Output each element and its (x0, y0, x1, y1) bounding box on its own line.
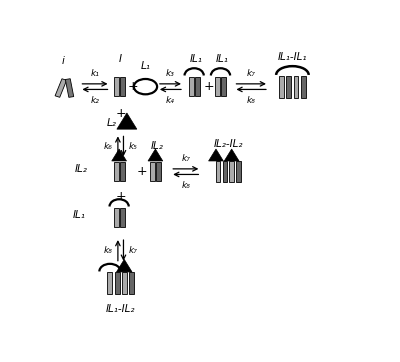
Text: IL₁: IL₁ (216, 54, 228, 64)
Text: IL₁-IL₂: IL₁-IL₂ (106, 304, 136, 314)
Text: k₁: k₁ (90, 69, 99, 78)
Text: i: i (62, 56, 64, 66)
Text: +: + (115, 107, 126, 119)
Polygon shape (221, 77, 226, 96)
Text: IL₁: IL₁ (73, 210, 86, 220)
Polygon shape (120, 77, 125, 96)
Text: +: + (128, 80, 138, 93)
Polygon shape (114, 208, 119, 227)
Text: k₇: k₇ (247, 69, 256, 78)
Polygon shape (236, 161, 241, 182)
Polygon shape (115, 272, 120, 294)
Text: L₁: L₁ (140, 61, 150, 71)
Text: +: + (204, 80, 215, 93)
Polygon shape (301, 76, 306, 98)
Polygon shape (148, 149, 163, 161)
Polygon shape (279, 76, 284, 98)
Text: k₇: k₇ (129, 246, 138, 255)
Text: k₈: k₈ (181, 181, 190, 190)
Text: IL₂: IL₂ (150, 141, 163, 151)
Polygon shape (216, 161, 220, 182)
Polygon shape (117, 113, 137, 129)
Polygon shape (55, 79, 67, 97)
Text: k₈: k₈ (104, 246, 112, 255)
Text: k₄: k₄ (166, 96, 175, 105)
Text: I: I (119, 54, 122, 64)
Text: k₇: k₇ (181, 154, 190, 163)
Text: IL₂: IL₂ (74, 164, 88, 174)
Polygon shape (208, 149, 223, 161)
Polygon shape (116, 260, 132, 272)
Polygon shape (286, 76, 291, 98)
Text: IL₁-IL₁: IL₁-IL₁ (278, 52, 307, 62)
Polygon shape (108, 272, 112, 294)
Text: +: + (115, 190, 126, 203)
Polygon shape (120, 208, 125, 227)
Polygon shape (195, 77, 200, 96)
Text: IL₂-IL₂: IL₂-IL₂ (214, 139, 243, 150)
Text: L₂: L₂ (107, 118, 117, 128)
Polygon shape (150, 162, 155, 181)
Polygon shape (65, 79, 74, 97)
Polygon shape (229, 161, 234, 182)
Text: IL₁: IL₁ (189, 54, 202, 64)
Polygon shape (156, 162, 161, 181)
Polygon shape (129, 272, 134, 294)
Text: k₈: k₈ (247, 96, 256, 105)
Polygon shape (114, 77, 119, 96)
Polygon shape (122, 272, 127, 294)
Polygon shape (294, 76, 298, 98)
Polygon shape (215, 77, 220, 96)
Polygon shape (112, 149, 126, 161)
Polygon shape (114, 162, 119, 181)
Text: k₃: k₃ (166, 69, 175, 78)
Text: k₅: k₅ (129, 142, 138, 151)
Polygon shape (189, 77, 194, 96)
Polygon shape (222, 161, 227, 182)
Text: k₆: k₆ (104, 142, 112, 151)
Text: +: + (136, 165, 147, 178)
Polygon shape (120, 162, 125, 181)
Text: k₂: k₂ (90, 96, 99, 105)
Polygon shape (224, 149, 239, 161)
